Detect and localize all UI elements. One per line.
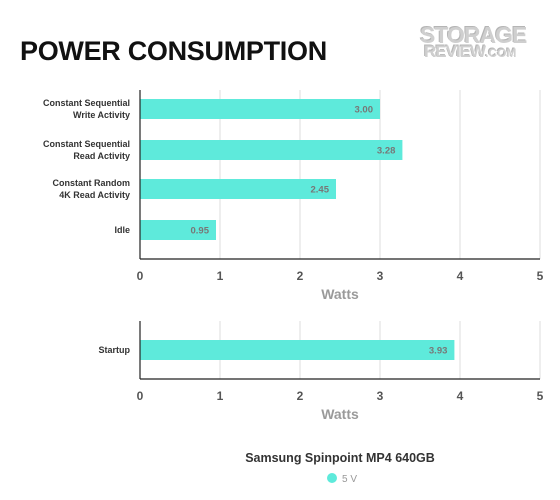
logo-line-2: REVIEW.COM	[424, 42, 516, 62]
x-axis-title: Watts	[321, 286, 359, 302]
category-label: Constant Sequential Read Activity	[43, 139, 130, 161]
activity-bar	[140, 179, 336, 199]
value-label: 0.95	[191, 226, 210, 237]
chart-panel-activities: 3.00 3.28 2.45 0.95 Constant Sequential Write…	[43, 90, 544, 302]
x-tick-label: 3	[377, 389, 384, 403]
activity-bar	[140, 140, 403, 160]
chart-title: POWER CONSUMPTION	[20, 36, 327, 66]
x-tick-label: 0	[137, 269, 144, 283]
value-label: 2.45	[311, 185, 330, 196]
x-tick-label: 5	[537, 389, 544, 403]
chart-panel-startup: 3.93 Startup 0 1 2 3 4 5 Watts	[99, 321, 544, 422]
value-label: 3.00	[355, 105, 374, 116]
x-axis-title: Watts	[321, 406, 359, 422]
category-label: Idle	[114, 225, 130, 235]
activity-bar	[140, 99, 380, 119]
x-tick-label: 3	[377, 269, 384, 283]
x-tick-label: 1	[217, 389, 224, 403]
startup-bar	[140, 340, 455, 360]
category-label: Constant Random 4K Read Activity	[53, 178, 131, 200]
legend-label: 5 V	[342, 474, 357, 485]
x-tick-label: 2	[297, 389, 304, 403]
x-tick-label: 4	[457, 269, 464, 283]
category-label: Startup	[99, 345, 131, 355]
activity-bar	[140, 220, 216, 240]
storagereview-logo: STORAGE REVIEW.COM	[420, 22, 538, 68]
x-tick-label: 2	[297, 269, 304, 283]
legend-swatch	[327, 473, 337, 483]
logo-line-2-suffix: .COM	[485, 46, 517, 60]
value-label: 3.93	[429, 346, 448, 357]
value-label: 3.28	[377, 146, 396, 157]
x-tick-label: 1	[217, 269, 224, 283]
logo-line-2-text: REVIEW	[424, 42, 486, 61]
legend: 5 V	[327, 473, 357, 485]
category-label: Constant Sequential Write Activity	[43, 98, 130, 120]
x-tick-label: 4	[457, 389, 464, 403]
footer-title: Samsung Spinpoint MP4 640GB	[245, 451, 435, 465]
x-tick-label: 5	[537, 269, 544, 283]
x-tick-label: 0	[137, 389, 144, 403]
logo-line-1: STORAGE	[420, 22, 527, 48]
